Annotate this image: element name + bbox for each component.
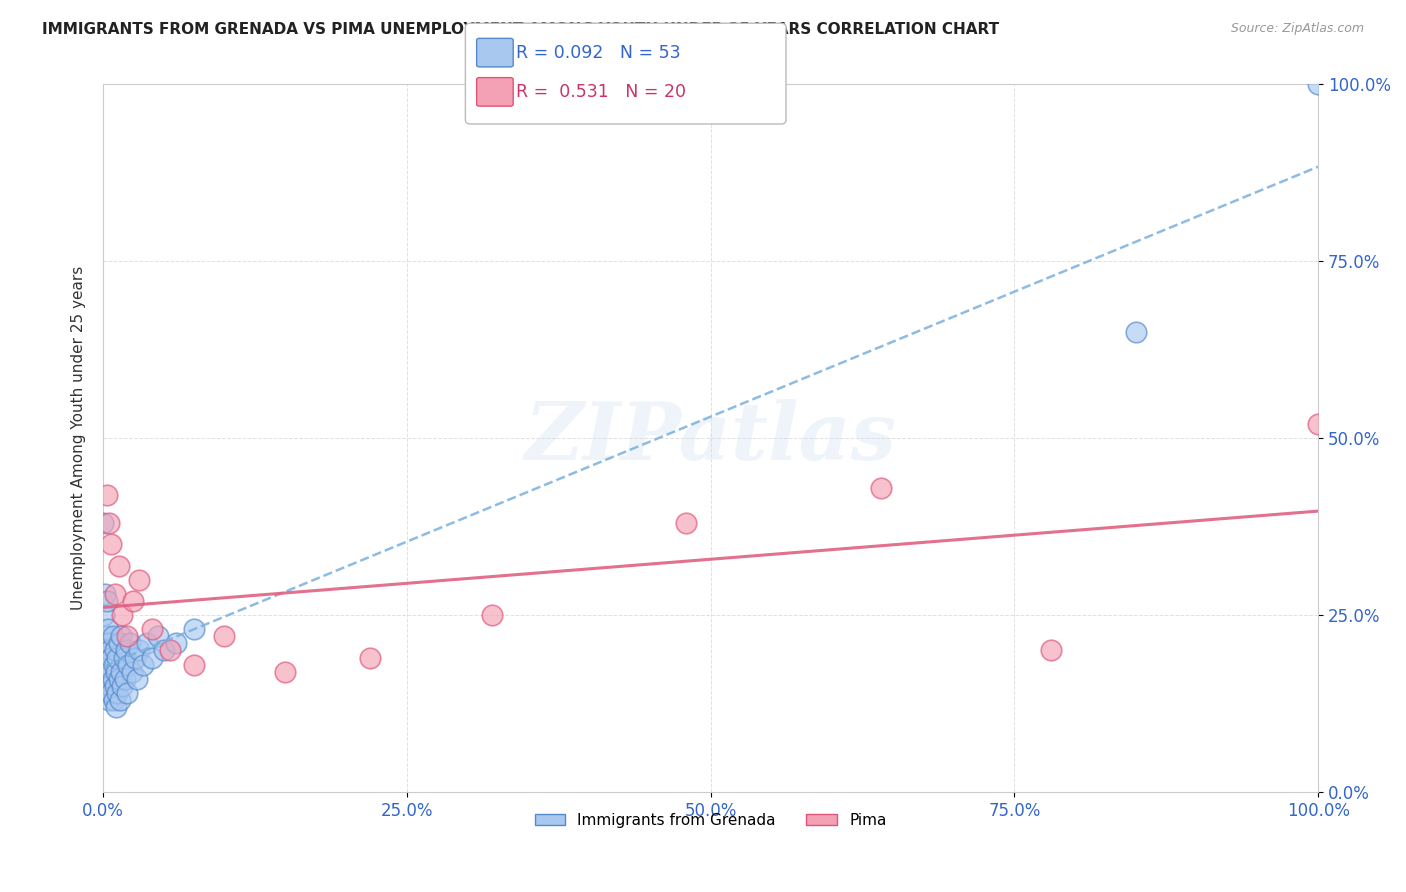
Immigrants from Grenada <box>183 622 205 636</box>
Immigrants from Grenada <box>152 643 174 657</box>
Pima <box>1308 417 1330 431</box>
Text: R =  0.531   N = 20: R = 0.531 N = 20 <box>516 83 686 101</box>
Immigrants from Grenada <box>98 679 121 693</box>
Pima <box>183 657 205 672</box>
Immigrants from Grenada <box>112 650 135 665</box>
Immigrants from Grenada <box>117 657 139 672</box>
Immigrants from Grenada <box>98 643 121 657</box>
Immigrants from Grenada <box>107 636 129 650</box>
Immigrants from Grenada <box>93 643 115 657</box>
Immigrants from Grenada <box>1308 78 1330 92</box>
Immigrants from Grenada <box>135 636 157 650</box>
Immigrants from Grenada <box>107 686 129 700</box>
Immigrants from Grenada <box>107 672 129 686</box>
Immigrants from Grenada <box>110 665 132 679</box>
Immigrants from Grenada <box>1125 325 1147 339</box>
Immigrants from Grenada <box>115 686 138 700</box>
Pima <box>159 643 181 657</box>
Pima <box>274 665 297 679</box>
Immigrants from Grenada <box>115 643 138 657</box>
Immigrants from Grenada <box>103 693 125 707</box>
Immigrants from Grenada <box>94 657 117 672</box>
Pima <box>111 608 134 623</box>
Immigrants from Grenada <box>141 650 163 665</box>
Immigrants from Grenada <box>100 650 122 665</box>
Pima <box>104 587 127 601</box>
Immigrants from Grenada <box>125 672 148 686</box>
Pima <box>214 629 236 643</box>
Text: Source: ZipAtlas.com: Source: ZipAtlas.com <box>1230 22 1364 36</box>
Immigrants from Grenada <box>98 665 121 679</box>
Immigrants from Grenada <box>114 672 136 686</box>
Pima <box>128 573 150 587</box>
Immigrants from Grenada <box>124 650 146 665</box>
Text: ZIPatlas: ZIPatlas <box>524 400 897 477</box>
Pima <box>100 537 122 551</box>
Immigrants from Grenada <box>108 693 131 707</box>
Text: IMMIGRANTS FROM GRENADA VS PIMA UNEMPLOYMENT AMONG YOUTH UNDER 25 YEARS CORRELAT: IMMIGRANTS FROM GRENADA VS PIMA UNEMPLOY… <box>42 22 1000 37</box>
Immigrants from Grenada <box>93 608 115 623</box>
Pima <box>107 558 129 573</box>
Pima <box>1039 643 1062 657</box>
Pima <box>96 488 118 502</box>
Pima <box>869 481 891 495</box>
Immigrants from Grenada <box>103 657 125 672</box>
Pima <box>481 608 503 623</box>
Immigrants from Grenada <box>96 629 118 643</box>
Immigrants from Grenada <box>101 629 124 643</box>
Immigrants from Grenada <box>97 686 120 700</box>
Pima <box>675 516 697 530</box>
Pima <box>115 629 138 643</box>
Legend: Immigrants from Grenada, Pima: Immigrants from Grenada, Pima <box>529 806 893 834</box>
Immigrants from Grenada <box>105 700 128 714</box>
Immigrants from Grenada <box>107 650 129 665</box>
Immigrants from Grenada <box>128 643 150 657</box>
Immigrants from Grenada <box>118 636 141 650</box>
Immigrants from Grenada <box>98 693 121 707</box>
Immigrants from Grenada <box>110 629 132 643</box>
Immigrants from Grenada <box>105 665 128 679</box>
Immigrants from Grenada <box>111 679 134 693</box>
Immigrants from Grenada <box>146 629 169 643</box>
Immigrants from Grenada <box>97 650 120 665</box>
Immigrants from Grenada <box>96 594 118 608</box>
Immigrants from Grenada <box>98 636 121 650</box>
Pima <box>141 622 163 636</box>
Pima <box>98 516 121 530</box>
Immigrants from Grenada <box>165 636 187 650</box>
Immigrants from Grenada <box>104 643 127 657</box>
Y-axis label: Unemployment Among Youth under 25 years: Unemployment Among Youth under 25 years <box>72 266 86 610</box>
Pima <box>359 650 381 665</box>
Immigrants from Grenada <box>96 679 118 693</box>
Immigrants from Grenada <box>91 516 114 530</box>
Pima <box>122 594 145 608</box>
Immigrants from Grenada <box>132 657 155 672</box>
Immigrants from Grenada <box>100 686 122 700</box>
Immigrants from Grenada <box>101 672 124 686</box>
Immigrants from Grenada <box>94 587 117 601</box>
Immigrants from Grenada <box>97 622 120 636</box>
Immigrants from Grenada <box>104 679 127 693</box>
Immigrants from Grenada <box>121 665 143 679</box>
Text: R = 0.092   N = 53: R = 0.092 N = 53 <box>516 44 681 62</box>
